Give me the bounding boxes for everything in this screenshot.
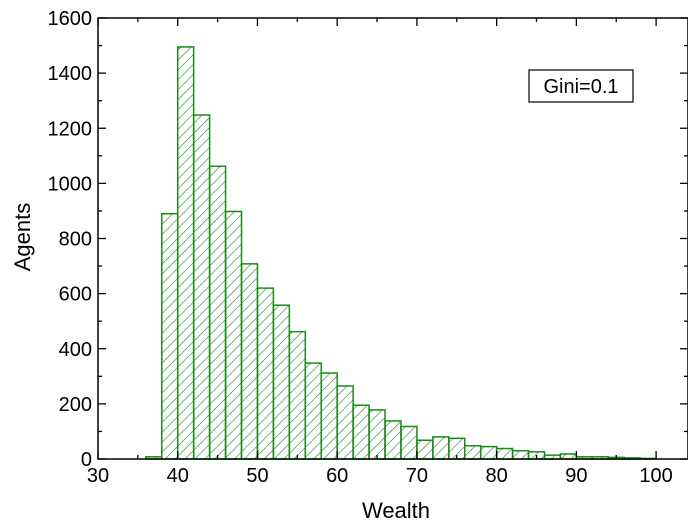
y-tick-label: 1400 <box>48 63 93 85</box>
y-tick-label: 1600 <box>48 8 93 30</box>
bars-group <box>146 47 656 459</box>
x-tick-label: 90 <box>565 465 587 487</box>
histogram-bar <box>162 214 178 459</box>
histogram-bar <box>321 373 337 459</box>
histogram-bar <box>465 446 481 459</box>
histogram-bar <box>417 440 433 459</box>
histogram-bar <box>385 421 401 459</box>
x-tick-label: 70 <box>406 465 428 487</box>
histogram-bar <box>242 264 258 459</box>
annotation-text: Gini=0.1 <box>543 76 618 98</box>
y-tick-label: 600 <box>59 284 92 306</box>
histogram-bar <box>337 386 353 459</box>
histogram-bar <box>433 437 449 459</box>
histogram-bar <box>481 447 497 459</box>
histogram-bar <box>273 305 289 459</box>
x-tick-label: 100 <box>639 465 672 487</box>
histogram-bar <box>305 363 321 459</box>
histogram-bar <box>178 47 194 459</box>
histogram-bar <box>257 288 273 459</box>
x-tick-label: 50 <box>246 465 268 487</box>
x-tick-label: 80 <box>486 465 508 487</box>
histogram-bar <box>289 332 305 459</box>
histogram-bar <box>194 115 210 459</box>
y-axis-title: Agents <box>10 203 35 272</box>
annotation-box: Gini=0.1 <box>529 70 633 102</box>
histogram-bar <box>210 166 226 459</box>
histogram-bar <box>497 449 513 459</box>
y-tick-label: 1200 <box>48 118 93 140</box>
histogram-bar <box>401 426 417 459</box>
x-tick-label: 40 <box>167 465 189 487</box>
histogram-bar <box>369 410 385 459</box>
y-tick-label: 200 <box>59 394 92 416</box>
y-tick-label: 800 <box>59 229 92 251</box>
histogram-bar <box>226 211 242 459</box>
histogram-bar <box>513 451 529 459</box>
x-tick-label: 60 <box>326 465 348 487</box>
y-tick-label: 400 <box>59 339 92 361</box>
x-axis-title: Wealth <box>362 498 430 520</box>
y-tick-label: 0 <box>81 449 92 471</box>
y-tick-label: 1000 <box>48 173 93 195</box>
histogram-bar <box>353 405 369 459</box>
